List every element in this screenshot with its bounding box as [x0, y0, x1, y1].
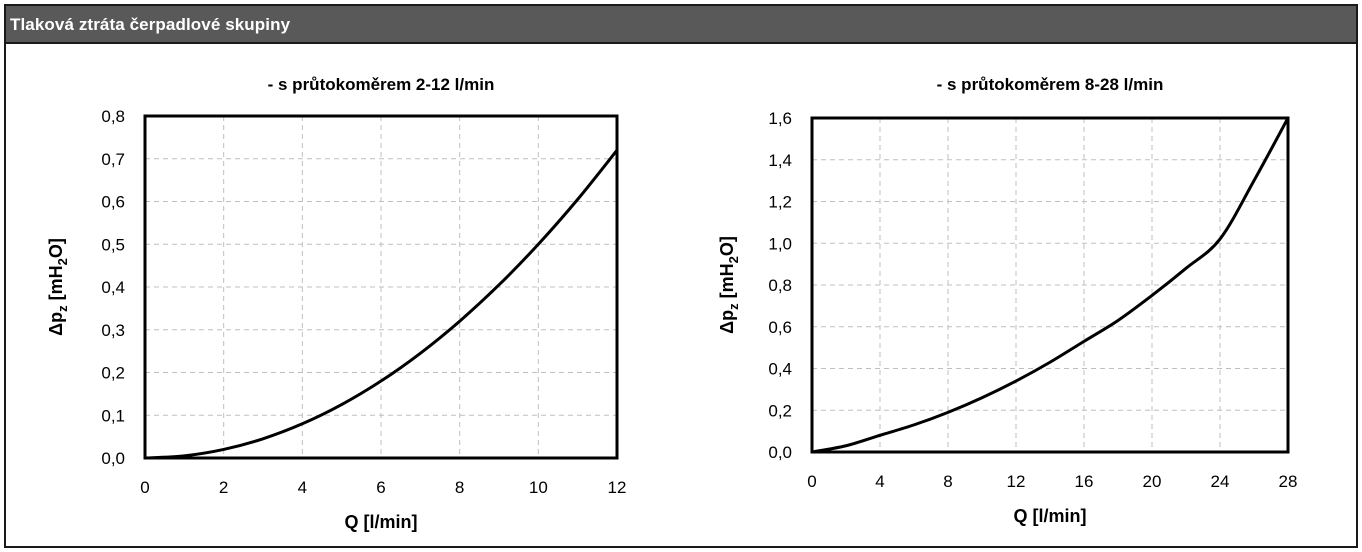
- right-y-tick-label: 1,0: [768, 234, 792, 253]
- left-y-tick-label: 0,1: [101, 406, 125, 425]
- left-plot-frame: [143, 114, 619, 460]
- panel-title: Tlaková ztráta čerpadlové skupiny: [10, 15, 291, 34]
- left-x-axis-label: Q [l/min]: [345, 512, 418, 532]
- left-y-tick-label: 0,0: [101, 449, 125, 468]
- right-x-tick-label: 16: [1075, 472, 1094, 491]
- right-y-tick-label: 0,0: [768, 443, 792, 462]
- right-y-tick-label: 0,4: [768, 360, 792, 379]
- left-y-tick-label: 0,5: [101, 235, 125, 254]
- right-series-line: [811, 117, 1290, 454]
- left-x-tick-label: 2: [219, 478, 228, 497]
- right-x-tick-label: 0: [807, 472, 816, 491]
- right-chart-title: - s průtokoměrem 8-28 l/min: [937, 75, 1164, 94]
- left-y-tick-label: 0,6: [101, 193, 125, 212]
- left-y-tick-label: 0,7: [101, 150, 125, 169]
- right-x-tick-label: 8: [943, 472, 952, 491]
- right-x-tick-label: 12: [1007, 472, 1026, 491]
- right-y-tick-label: 1,4: [768, 151, 792, 170]
- right-plot-frame: [810, 116, 1290, 454]
- right-y-tick-label: 0,2: [768, 401, 792, 420]
- right-y-tick-label: 0,6: [768, 318, 792, 337]
- left-y-tick-label: 0,2: [101, 364, 125, 383]
- right-x-tick-label: 20: [1143, 472, 1162, 491]
- right-x-tick-label: 4: [875, 472, 884, 491]
- right-x-axis-label: Q [l/min]: [1014, 506, 1087, 526]
- right-x-tick-label: 24: [1211, 472, 1230, 491]
- left-x-tick-label: 4: [298, 478, 307, 497]
- right-x-tick-label: 28: [1279, 472, 1298, 491]
- left-y-axis-label: Δpz [mH2O]: [46, 238, 70, 336]
- left-x-tick-label: 12: [608, 478, 627, 497]
- right-y-axis-label: Δpz [mH2O]: [717, 236, 741, 334]
- left-x-tick-label: 0: [140, 478, 149, 497]
- left-series-line: [144, 149, 619, 460]
- left-y-tick-label: 0,3: [101, 321, 125, 340]
- right-y-tick-label: 1,6: [768, 109, 792, 128]
- chart-left: 0 2 4 6 8 10 12 0,0 0,1 0,2 0,3 0,4 0,5 0,6 0,7 0,8 - s …: [46, 75, 627, 532]
- left-x-tick-label: 8: [455, 478, 464, 497]
- right-y-tick-label: 0,8: [768, 276, 792, 295]
- left-y-tick-label: 0,8: [101, 107, 125, 126]
- left-x-tick-label: 6: [376, 478, 385, 497]
- left-y-tick-label: 0,4: [101, 278, 125, 297]
- panel-header: Tlaková ztráta čerpadlové skupiny: [6, 6, 1356, 44]
- left-x-tick-label: 10: [529, 478, 548, 497]
- right-y-tick-label: 1,2: [768, 193, 792, 212]
- left-chart-title: - s průtokoměrem 2-12 l/min: [268, 75, 495, 94]
